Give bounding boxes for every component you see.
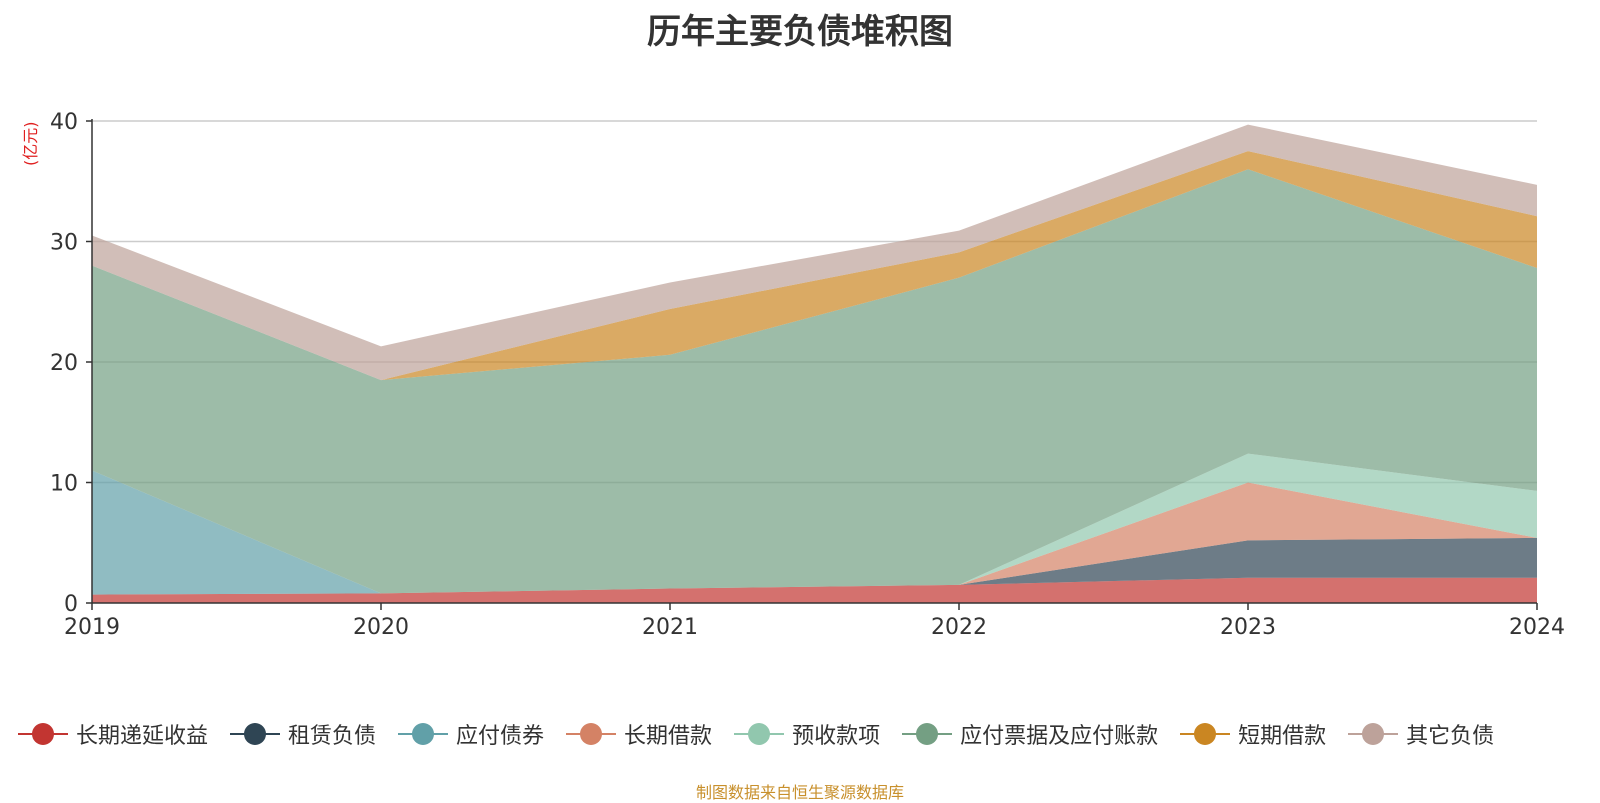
y-tick-label-30: 30	[50, 231, 78, 256]
legend-label: 短期借款	[1238, 718, 1326, 750]
y-tick-label-0: 0	[64, 592, 78, 617]
y-tick-label-40: 40	[50, 110, 78, 135]
legend-item-4[interactable]: 长期借款	[566, 718, 712, 750]
x-tick-label-2023: 2023	[1220, 615, 1276, 640]
legend-label: 预收款项	[792, 718, 880, 750]
legend-dot-icon	[580, 723, 602, 745]
legend-label: 应付票据及应付账款	[960, 718, 1158, 750]
y-tick-label-10: 10	[50, 472, 78, 497]
legend-label: 租赁负债	[288, 718, 376, 750]
legend-item-2[interactable]: 租赁负债	[230, 718, 376, 750]
legend-item-7[interactable]: 短期借款	[1180, 718, 1326, 750]
legend-dot-icon	[244, 723, 266, 745]
legend-item-1[interactable]: 长期递延收益	[18, 718, 208, 750]
legend-item-8[interactable]: 其它负债	[1348, 718, 1494, 750]
legend-item-5[interactable]: 预收款项	[734, 718, 880, 750]
legend-marker-icon	[18, 721, 68, 747]
legend-dot-icon	[1194, 723, 1216, 745]
legend-label: 长期递延收益	[76, 718, 208, 750]
legend-marker-icon	[230, 721, 280, 747]
legend-marker-icon	[902, 721, 952, 747]
legend-item-3[interactable]: 应付债券	[398, 718, 544, 750]
x-tick-label-2020: 2020	[353, 615, 409, 640]
y-axis-unit-text: (亿元)	[21, 122, 40, 166]
y-tick-label-20: 20	[50, 351, 78, 376]
chart-legend: 长期递延收益 租赁负债 应付债券 长期借款 预收款项 应付票据及应付账款 短期借款 其它负债	[18, 718, 1516, 750]
x-tick-label-2022: 2022	[931, 615, 987, 640]
data-source-note: 制图数据来自恒生聚源数据库	[0, 779, 1600, 803]
x-tick-label-2021: 2021	[642, 615, 698, 640]
legend-marker-icon	[1180, 721, 1230, 747]
legend-dot-icon	[1362, 723, 1384, 745]
legend-dot-icon	[412, 723, 434, 745]
x-tick-label-2019: 2019	[64, 615, 120, 640]
y-axis-unit-label: (亿元)	[20, 122, 42, 172]
legend-label: 长期借款	[624, 718, 712, 750]
legend-dot-icon	[748, 723, 770, 745]
legend-dot-icon	[916, 723, 938, 745]
legend-marker-icon	[734, 721, 784, 747]
legend-dot-icon	[32, 723, 54, 745]
legend-marker-icon	[398, 721, 448, 747]
legend-item-6[interactable]: 应付票据及应付账款	[902, 718, 1158, 750]
legend-label: 应付债券	[456, 718, 544, 750]
y-axis-unit-svg: (亿元)	[20, 122, 42, 172]
legend-label: 其它负债	[1406, 718, 1494, 750]
legend-marker-icon	[1348, 721, 1398, 747]
x-tick-label-2024: 2024	[1509, 615, 1565, 640]
legend-marker-icon	[566, 721, 616, 747]
